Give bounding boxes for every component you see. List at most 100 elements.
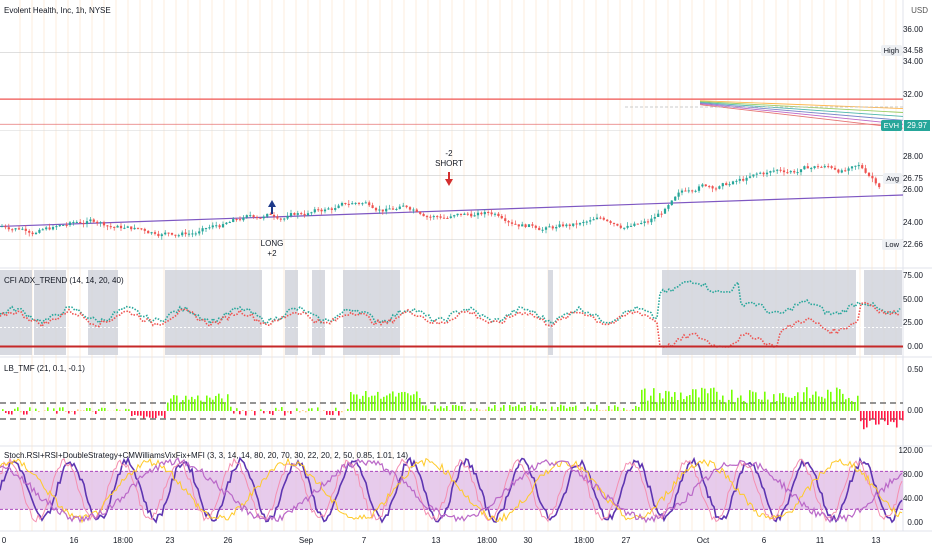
- tmf-bar: [677, 400, 679, 411]
- candle-body: [249, 215, 251, 216]
- candle-body: [86, 221, 88, 224]
- tmf-bar: [317, 407, 319, 411]
- tmf-bar: [86, 408, 88, 411]
- tmf-bar: [383, 397, 385, 411]
- candle-body: [790, 171, 792, 172]
- candle-body: [780, 170, 782, 171]
- tmf-bar: [617, 407, 619, 411]
- candle-body: [834, 168, 836, 170]
- candle-body: [123, 228, 125, 229]
- tmf-indicator-title[interactable]: LB_TMF (21, 0.1, -0.1): [4, 364, 85, 373]
- candle-body: [470, 214, 472, 217]
- tmf-bar: [410, 395, 412, 411]
- tmf-bar: [215, 396, 217, 411]
- tmf-bar: [218, 394, 220, 411]
- tmf-bar: [689, 395, 691, 411]
- tmf-bar: [125, 409, 127, 411]
- candle-body: [423, 214, 425, 216]
- tmf-bar: [542, 409, 544, 411]
- tmf-bar: [26, 411, 28, 414]
- tmf-bar: [611, 410, 613, 411]
- candle-body: [538, 228, 540, 230]
- tmf-bar: [338, 411, 340, 416]
- tmf-bar: [734, 402, 736, 411]
- candle-body: [171, 233, 173, 235]
- tmf-bar: [254, 411, 256, 415]
- candle-body: [650, 219, 652, 223]
- candle-body: [4, 226, 6, 227]
- candle-body: [620, 226, 622, 228]
- tmf-bar: [614, 405, 616, 411]
- candle-body: [497, 214, 499, 216]
- candle-body: [763, 173, 765, 175]
- tmf-bar: [851, 401, 853, 411]
- symbol-title[interactable]: Evolent Health, Inc, 1h, NYSE: [4, 6, 111, 15]
- time-label: 18:00: [477, 536, 497, 545]
- candle-body: [718, 186, 720, 189]
- candle-body: [565, 225, 567, 227]
- candle-body: [341, 203, 343, 206]
- candle-body: [144, 229, 146, 231]
- tmf-bar: [449, 410, 451, 411]
- tmf-bar: [71, 411, 73, 412]
- candle-body: [215, 225, 217, 226]
- stoch-indicator-title[interactable]: Stoch.RSI+RSI+DoubleStrategy+CMWilliamsV…: [4, 451, 408, 460]
- tmf-bar: [170, 399, 172, 411]
- candle-body: [559, 224, 561, 227]
- tmf-bar: [761, 400, 763, 411]
- currency-label[interactable]: USD: [911, 6, 928, 15]
- candle-body: [633, 224, 635, 226]
- time-label: 16: [70, 536, 79, 545]
- tmf-bar: [758, 399, 760, 411]
- candle-body: [878, 183, 880, 187]
- candle-body: [18, 228, 20, 229]
- tmf-bar: [485, 409, 487, 411]
- candle-body: [746, 178, 748, 181]
- candle-body: [654, 217, 656, 219]
- candle-body: [113, 227, 115, 228]
- tmf-bar: [728, 400, 730, 411]
- adx-zone: [165, 270, 262, 355]
- tmf-bar: [212, 400, 214, 411]
- candle-body: [623, 228, 625, 229]
- tmf-bar: [329, 411, 331, 415]
- tmf-bar: [512, 407, 514, 411]
- candle-body: [453, 215, 455, 216]
- tmf-bar: [440, 406, 442, 411]
- cfi-indicator-title[interactable]: CFI ADX_TREND (14, 14, 20, 40): [4, 276, 124, 285]
- tmf-bar: [29, 407, 31, 411]
- candle-body: [691, 190, 693, 191]
- tmf-bar: [452, 405, 454, 411]
- tmf-bar: [578, 410, 580, 411]
- candle-body: [841, 170, 843, 172]
- tmf-bar: [635, 406, 637, 411]
- tmf-bar: [401, 392, 403, 411]
- tmf-bar: [44, 410, 46, 411]
- candle-body: [436, 216, 438, 217]
- candle-body: [783, 170, 785, 172]
- candle-body: [15, 228, 17, 229]
- candle-body: [593, 219, 595, 220]
- tmf-bar: [698, 397, 700, 411]
- tmf-bar: [425, 406, 427, 411]
- short-signal-label: -2 SHORT: [435, 149, 463, 169]
- candle-body: [351, 203, 353, 204]
- time-label: 23: [166, 536, 175, 545]
- time-label: 27: [622, 536, 631, 545]
- candle-body: [671, 201, 673, 206]
- long-count: +2: [261, 249, 284, 259]
- candle-body: [212, 225, 214, 227]
- tmf-bar: [563, 406, 565, 411]
- tmf-bar: [209, 398, 211, 411]
- tmf-bar: [152, 411, 154, 418]
- candle-body: [837, 170, 839, 173]
- tmf-bar: [725, 402, 727, 411]
- tmf-bar: [707, 393, 709, 411]
- tmf-bar: [584, 409, 586, 411]
- candle-body: [259, 218, 261, 219]
- stoch-tick: 80.00: [897, 470, 923, 479]
- tmf-bar: [161, 411, 163, 416]
- candle-body: [45, 227, 47, 229]
